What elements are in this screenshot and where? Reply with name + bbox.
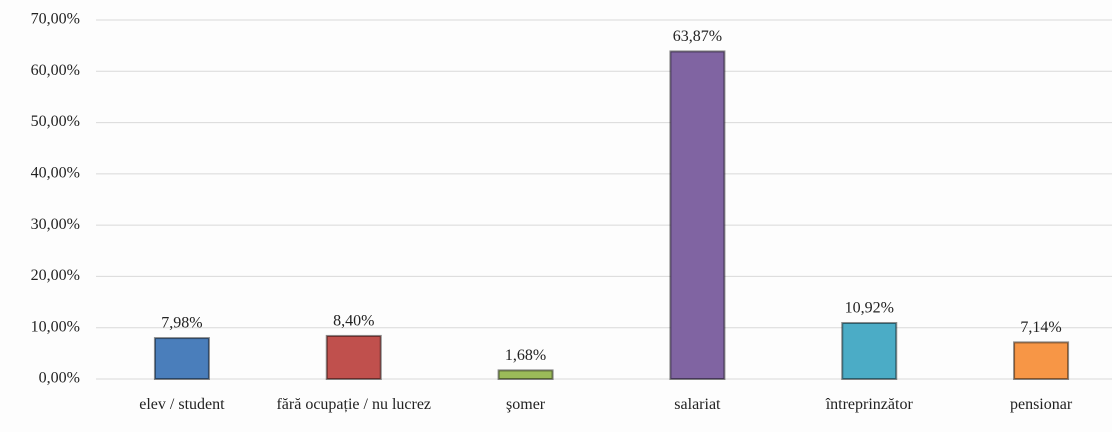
- value-label: 1,68%: [505, 347, 546, 364]
- y-tick-label: 30,00%: [31, 216, 80, 233]
- y-tick-label: 10,00%: [31, 318, 80, 335]
- value-label: 8,40%: [333, 313, 374, 330]
- value-label: 63,87%: [673, 28, 722, 45]
- y-tick-label: 20,00%: [31, 267, 80, 284]
- y-tick-label: 60,00%: [31, 62, 80, 79]
- y-tick-label: 70,00%: [31, 11, 80, 28]
- x-tick-label: pensionar: [1009, 396, 1073, 413]
- y-tick-label: 40,00%: [31, 165, 80, 182]
- x-tick-label: şomer: [506, 396, 546, 413]
- value-label: 7,98%: [161, 315, 202, 332]
- x-tick-label: elev / student: [139, 396, 225, 413]
- bar: [497, 369, 554, 381]
- bar: [153, 337, 210, 381]
- value-label: 10,92%: [845, 300, 894, 317]
- bar: [325, 334, 382, 381]
- bar: [841, 321, 898, 381]
- value-label: 7,14%: [1020, 319, 1061, 336]
- x-tick-label: salariat: [674, 396, 721, 413]
- x-tick-label: fără ocupație / nu lucrez: [276, 396, 432, 413]
- bar: [1013, 341, 1070, 380]
- y-tick-label: 50,00%: [31, 113, 80, 130]
- bar: [669, 50, 726, 381]
- x-tick-label: întreprinzător: [825, 396, 913, 413]
- y-tick-label: 0,00%: [39, 370, 80, 387]
